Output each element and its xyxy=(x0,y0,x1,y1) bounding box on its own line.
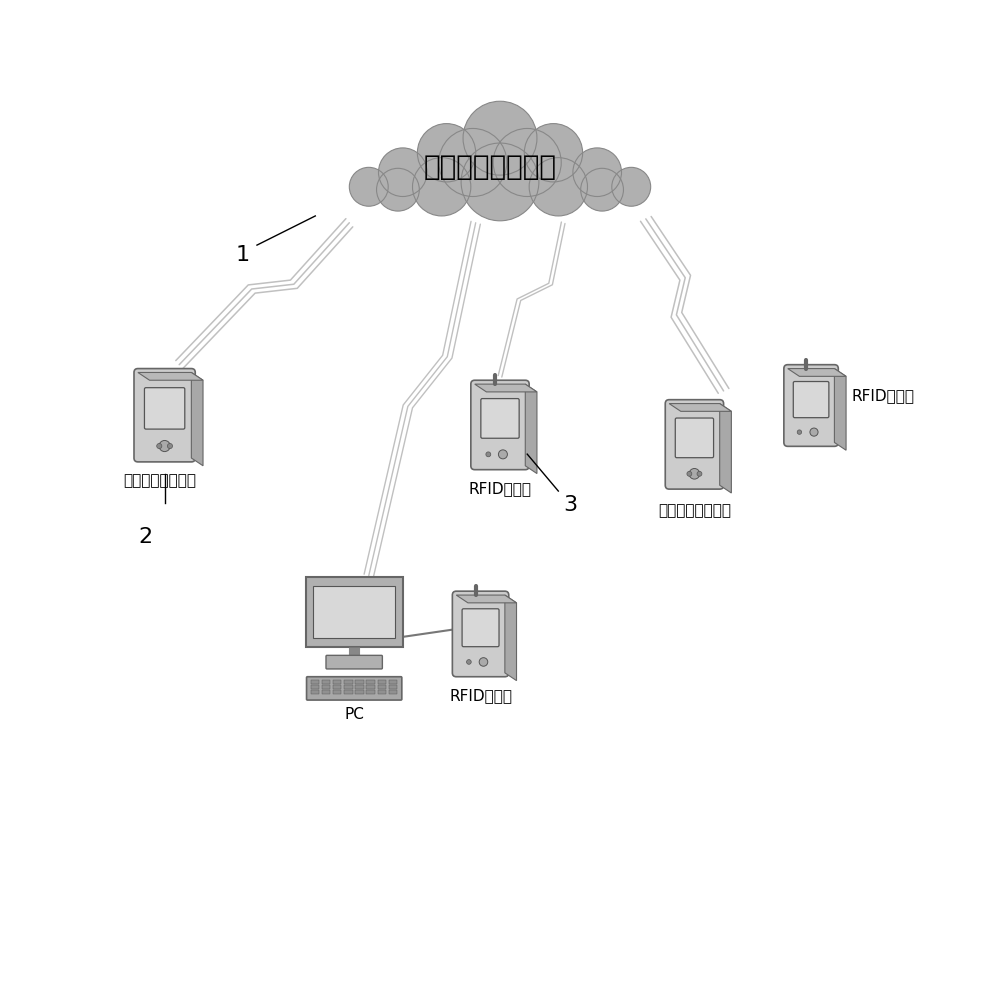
Polygon shape xyxy=(505,596,517,680)
FancyBboxPatch shape xyxy=(307,676,402,700)
Polygon shape xyxy=(525,385,537,473)
FancyBboxPatch shape xyxy=(355,685,364,689)
FancyBboxPatch shape xyxy=(366,690,375,694)
Text: 3: 3 xyxy=(563,495,577,515)
FancyBboxPatch shape xyxy=(322,679,330,683)
Circle shape xyxy=(377,169,419,211)
FancyBboxPatch shape xyxy=(389,685,397,689)
FancyBboxPatch shape xyxy=(481,398,519,438)
Text: 云端管理服务中心: 云端管理服务中心 xyxy=(424,154,557,181)
Circle shape xyxy=(493,128,561,196)
FancyBboxPatch shape xyxy=(366,679,375,683)
FancyBboxPatch shape xyxy=(333,690,341,694)
FancyBboxPatch shape xyxy=(378,685,386,689)
Circle shape xyxy=(797,430,802,434)
FancyBboxPatch shape xyxy=(675,418,714,458)
Circle shape xyxy=(417,123,476,182)
Circle shape xyxy=(689,468,700,479)
Polygon shape xyxy=(834,369,846,451)
FancyBboxPatch shape xyxy=(344,679,353,683)
FancyBboxPatch shape xyxy=(378,690,386,694)
Polygon shape xyxy=(138,373,203,381)
Polygon shape xyxy=(456,596,517,602)
Polygon shape xyxy=(669,403,731,411)
Text: RFID读写端: RFID读写端 xyxy=(449,688,512,703)
Polygon shape xyxy=(475,385,537,391)
FancyBboxPatch shape xyxy=(311,685,319,689)
Circle shape xyxy=(581,169,623,211)
Circle shape xyxy=(529,158,587,216)
Text: RFID读写端: RFID读写端 xyxy=(468,481,532,496)
Circle shape xyxy=(486,452,491,457)
FancyBboxPatch shape xyxy=(355,679,364,683)
Text: RFID读写端: RFID读写端 xyxy=(852,388,915,403)
Circle shape xyxy=(463,102,537,176)
FancyBboxPatch shape xyxy=(793,382,829,418)
Text: 2: 2 xyxy=(138,527,152,547)
FancyBboxPatch shape xyxy=(333,685,341,689)
Circle shape xyxy=(439,128,507,196)
FancyBboxPatch shape xyxy=(665,399,724,489)
Circle shape xyxy=(159,441,170,452)
Circle shape xyxy=(498,450,507,458)
Circle shape xyxy=(479,658,488,667)
Circle shape xyxy=(573,148,622,196)
FancyBboxPatch shape xyxy=(333,679,341,683)
Text: PC: PC xyxy=(344,707,364,722)
Text: 1: 1 xyxy=(235,245,249,265)
FancyBboxPatch shape xyxy=(311,679,319,683)
Circle shape xyxy=(413,158,471,216)
FancyBboxPatch shape xyxy=(452,592,509,676)
FancyBboxPatch shape xyxy=(344,690,353,694)
FancyBboxPatch shape xyxy=(134,369,195,461)
FancyBboxPatch shape xyxy=(784,365,838,447)
Circle shape xyxy=(461,143,539,221)
FancyBboxPatch shape xyxy=(471,381,529,469)
FancyBboxPatch shape xyxy=(326,656,382,669)
FancyBboxPatch shape xyxy=(355,690,364,694)
Polygon shape xyxy=(720,403,731,493)
FancyBboxPatch shape xyxy=(311,690,319,694)
FancyBboxPatch shape xyxy=(313,586,395,638)
FancyBboxPatch shape xyxy=(344,685,353,689)
FancyBboxPatch shape xyxy=(322,685,330,689)
Circle shape xyxy=(524,123,583,182)
Circle shape xyxy=(612,168,651,206)
FancyBboxPatch shape xyxy=(389,690,397,694)
FancyBboxPatch shape xyxy=(378,679,386,683)
FancyBboxPatch shape xyxy=(144,387,185,429)
Circle shape xyxy=(467,660,471,665)
Circle shape xyxy=(687,471,692,476)
Circle shape xyxy=(378,148,427,196)
Circle shape xyxy=(157,444,162,449)
Text: 二维码扫描移动端: 二维码扫描移动端 xyxy=(123,473,196,488)
FancyBboxPatch shape xyxy=(389,679,397,683)
Polygon shape xyxy=(191,373,203,465)
Text: 二维码扫描移动端: 二维码扫描移动端 xyxy=(658,503,731,518)
Circle shape xyxy=(697,471,702,476)
Circle shape xyxy=(810,428,818,436)
FancyBboxPatch shape xyxy=(462,608,499,647)
Circle shape xyxy=(349,168,388,206)
Polygon shape xyxy=(788,369,846,377)
Circle shape xyxy=(167,444,173,449)
FancyBboxPatch shape xyxy=(306,577,403,647)
FancyBboxPatch shape xyxy=(322,690,330,694)
FancyBboxPatch shape xyxy=(366,685,375,689)
